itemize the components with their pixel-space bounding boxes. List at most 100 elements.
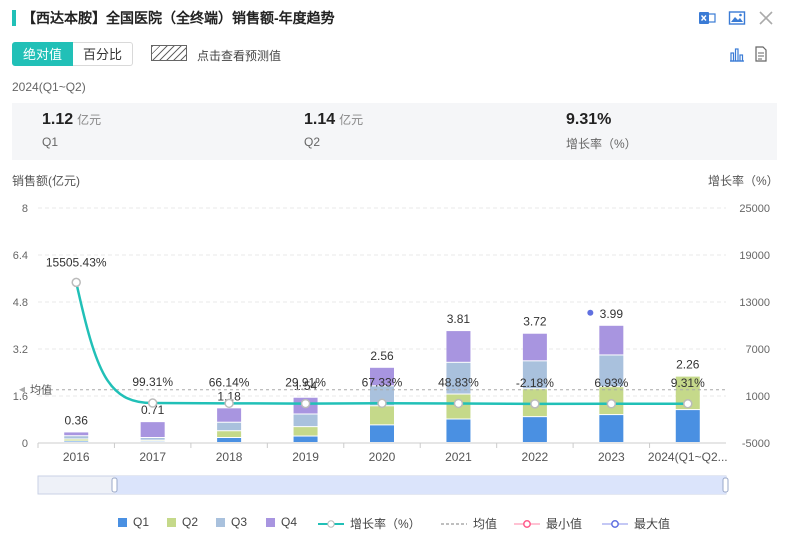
bar-chart-icon[interactable] (728, 45, 746, 63)
y-tick-label: 0 (22, 438, 28, 450)
legend-label: Q2 (182, 515, 199, 529)
summary-unit: 亿元 (77, 113, 102, 127)
growth-label: 29.91% (285, 376, 326, 390)
growth-point (71, 277, 81, 288)
slider-handle-right[interactable] (722, 477, 729, 493)
total-label: 2.26 (676, 358, 700, 372)
growth-point (377, 398, 387, 409)
summary-label: Q2 (304, 135, 321, 149)
y-tick-label: 4.8 (13, 297, 28, 309)
view-toggle: 绝对值 百分比 (12, 42, 134, 66)
x-tick-label: 2019 (292, 450, 319, 464)
y2-tick-label: -5000 (742, 438, 770, 450)
y2-tick-label: 19000 (739, 250, 770, 262)
legend-max-icon (602, 519, 628, 528)
growth-label: 67.33% (362, 375, 403, 389)
excel-export-icon[interactable] (698, 9, 716, 27)
bar-q2 (64, 439, 89, 441)
legend-label: Q3 (231, 515, 248, 529)
sales-chart: 0 1.6 3.2 4.8 6.4 8 -5000 1000 7000 13000 19000 250… (13, 203, 770, 464)
average-label: 均值 (30, 384, 52, 397)
bar-q4 (140, 422, 165, 438)
summary-q2: 1.14 亿元 Q2 (304, 111, 363, 149)
legend-max[interactable]: 最大值 (602, 515, 670, 532)
legend-q4[interactable]: Q4 (266, 515, 297, 529)
bar-q4 (217, 408, 242, 422)
legend-swatch (266, 517, 275, 527)
total-label: 3.72 (523, 315, 547, 329)
legend-q2[interactable]: Q2 (167, 515, 198, 529)
legend-label: 均值 (473, 517, 498, 531)
x-tick-label: 2023 (598, 450, 625, 464)
bar-q2 (293, 427, 318, 436)
total-label: 3.81 (447, 312, 471, 326)
legend-label: 最大值 (634, 517, 671, 531)
summary-value: 1.14 (304, 111, 336, 128)
legend-swatch (167, 517, 176, 527)
chart-legend: Q1 Q2 Q3 Q4 增长率（%） 均值 最小值 最大值 (0, 512, 796, 532)
bar-q3 (64, 436, 89, 439)
x-tick-label: 2021 (445, 450, 472, 464)
legend-label: Q4 (281, 515, 298, 529)
bar-q3 (522, 361, 547, 389)
bar-q4 (446, 331, 471, 362)
range-slider[interactable] (0, 474, 796, 496)
bar-q2 (370, 406, 394, 425)
x-tick-label: 2016 (63, 450, 90, 464)
bar-q1 (522, 417, 547, 442)
image-export-icon[interactable] (728, 9, 746, 27)
legend-label: 最小值 (546, 517, 583, 531)
x-tick-label: 2017 (139, 450, 166, 464)
x-tick-label: 2022 (522, 450, 549, 464)
summary-label: Q1 (42, 135, 59, 149)
growth-label: 15505.43% (46, 255, 107, 269)
growth-label: 9.31% (671, 376, 705, 390)
bar-q3 (446, 362, 471, 394)
growth-point (530, 399, 540, 409)
y-axis-title: 销售额(亿元) (12, 174, 80, 188)
slider-handle-left[interactable] (111, 477, 118, 493)
total-label: 0.36 (65, 413, 89, 427)
summary-panel: 1.12 亿元 Q1 1.14 亿元 Q2 9.31% 增长率（%） (12, 103, 777, 160)
growth-label: -2.18% (516, 376, 554, 390)
legend-q3[interactable]: Q3 (216, 515, 247, 529)
bar-q4 (370, 367, 394, 386)
legend-q1[interactable]: Q1 (118, 515, 149, 529)
bar-q4 (522, 333, 547, 361)
summary-value: 9.31% (566, 111, 612, 128)
bar-q1 (293, 436, 318, 442)
growth-label: 66.14% (209, 375, 250, 389)
legend-label: Q1 (133, 515, 150, 529)
forecast-toggle-swatch[interactable] (151, 45, 187, 61)
summary-q1: 1.12 亿元 Q1 (42, 111, 101, 149)
bar-q1 (370, 425, 394, 442)
growth-point (224, 398, 234, 409)
tab-percentage[interactable]: 百分比 (73, 42, 134, 66)
legend-growth[interactable]: 增长率（%） (318, 515, 421, 532)
legend-label: 增长率（%） (350, 517, 421, 531)
legend-swatch (118, 517, 127, 527)
legend-min[interactable]: 最小值 (514, 515, 582, 532)
period-label: 2024(Q1~Q2) (12, 80, 86, 94)
growth-point (147, 398, 158, 408)
summary-label: 增长率（%） (566, 137, 637, 151)
table-view-icon[interactable] (752, 45, 770, 63)
legend-average[interactable]: 均值 (441, 515, 497, 532)
forecast-toggle-label[interactable]: 点击查看预测值 (197, 49, 282, 63)
slider-window[interactable] (115, 476, 726, 494)
total-label: 1.18 (217, 389, 241, 403)
bar-q1 (599, 415, 624, 442)
y-tick-label: 1.6 (13, 391, 28, 403)
growth-line (75, 282, 688, 406)
y-tick-label: 8 (22, 203, 28, 215)
growth-label: 6.93% (594, 376, 628, 390)
legend-swatch (216, 517, 225, 527)
tab-absolute[interactable]: 绝对值 (12, 42, 74, 66)
total-label: 0.71 (141, 403, 165, 417)
growth-label: 99.31% (132, 375, 173, 389)
bar-q4 (599, 325, 624, 355)
y2-axis-title: 增长率（%） (708, 174, 779, 188)
close-icon[interactable] (757, 9, 775, 27)
bar-q1 (446, 419, 471, 442)
bar-q1 (675, 410, 700, 442)
